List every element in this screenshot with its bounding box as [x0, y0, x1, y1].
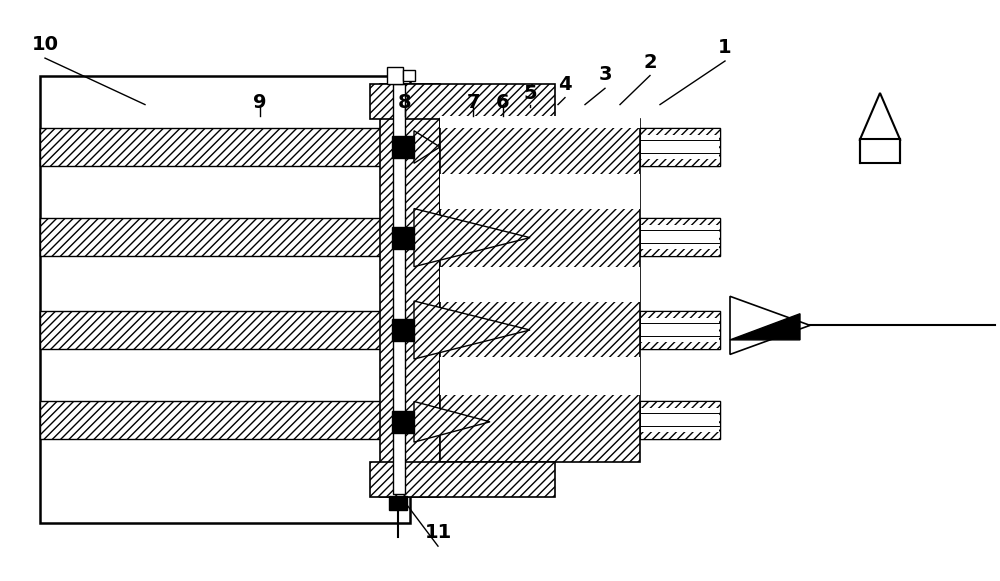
Text: 10: 10 — [32, 35, 58, 54]
Bar — [440, 116, 640, 128]
Bar — [40, 401, 720, 439]
Bar — [641, 318, 719, 342]
Bar — [392, 136, 414, 158]
Bar — [393, 84, 405, 494]
Bar — [392, 411, 414, 433]
Text: 7: 7 — [466, 93, 480, 112]
Text: 4: 4 — [558, 74, 572, 94]
Bar — [392, 319, 414, 341]
Text: 2: 2 — [643, 52, 657, 71]
Bar — [640, 128, 720, 166]
Text: 11: 11 — [424, 523, 452, 542]
Bar — [387, 67, 403, 84]
Polygon shape — [414, 401, 490, 442]
Text: 8: 8 — [398, 93, 412, 112]
Bar — [640, 401, 720, 439]
Bar — [370, 84, 555, 119]
Bar — [640, 218, 720, 256]
Bar — [380, 84, 440, 497]
Bar — [440, 119, 640, 462]
Bar — [40, 128, 720, 166]
Bar — [640, 311, 720, 349]
Bar — [641, 135, 719, 159]
Text: 9: 9 — [253, 93, 267, 112]
Polygon shape — [730, 314, 800, 340]
Bar — [40, 311, 720, 349]
Bar — [641, 408, 719, 432]
Polygon shape — [730, 296, 810, 354]
Polygon shape — [414, 209, 530, 267]
Bar — [440, 267, 640, 302]
Bar — [860, 139, 900, 163]
Bar — [403, 70, 415, 81]
Polygon shape — [860, 93, 900, 139]
Bar — [40, 76, 410, 523]
Bar — [370, 462, 555, 497]
Polygon shape — [414, 131, 440, 163]
Text: 5: 5 — [523, 84, 537, 103]
Text: 6: 6 — [496, 93, 510, 112]
Polygon shape — [414, 301, 530, 359]
Text: 3: 3 — [598, 65, 612, 84]
Bar — [440, 174, 640, 209]
Bar — [392, 227, 414, 249]
Text: 1: 1 — [718, 38, 732, 57]
Bar — [40, 218, 720, 256]
Bar — [440, 357, 640, 395]
Bar — [641, 225, 719, 249]
Bar — [389, 496, 407, 510]
